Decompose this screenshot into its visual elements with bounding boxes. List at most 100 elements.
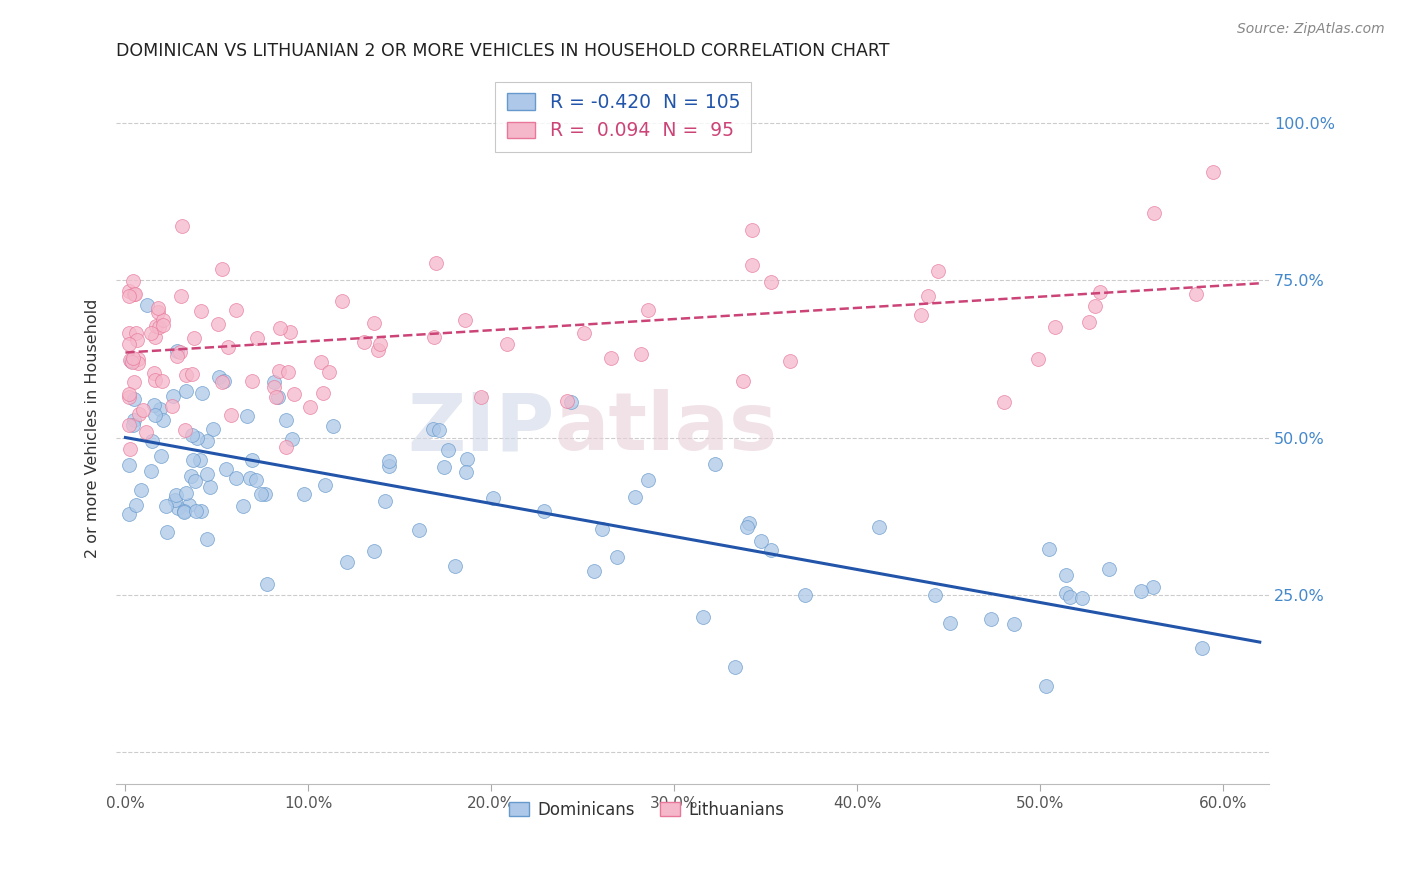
- Point: [128, 407, 150, 421]
- Point: [599, 351, 621, 365]
- Point: [200, 480, 222, 494]
- Point: [927, 264, 949, 278]
- Point: [183, 474, 205, 488]
- Point: [145, 318, 167, 333]
- Point: [148, 320, 170, 334]
- Point: [160, 399, 183, 413]
- Point: [162, 389, 184, 403]
- Point: [309, 355, 332, 369]
- Point: [741, 258, 763, 272]
- Point: [378, 459, 401, 474]
- Point: [377, 454, 399, 468]
- Point: [1045, 319, 1067, 334]
- Point: [190, 386, 212, 401]
- Point: [172, 219, 194, 233]
- Point: [269, 320, 291, 334]
- Point: [263, 376, 285, 390]
- Point: [165, 488, 187, 502]
- Point: [183, 331, 205, 345]
- Point: [177, 498, 200, 512]
- Point: [121, 274, 143, 288]
- Point: [1059, 590, 1081, 604]
- Point: [150, 374, 173, 388]
- Point: [181, 453, 204, 467]
- Point: [572, 326, 595, 341]
- Point: [211, 261, 233, 276]
- Point: [591, 522, 613, 536]
- Point: [318, 365, 340, 379]
- Point: [127, 351, 149, 366]
- Point: [1054, 568, 1077, 582]
- Point: [174, 384, 197, 399]
- Point: [292, 486, 315, 500]
- Point: [741, 222, 763, 236]
- Point: [122, 351, 145, 365]
- Point: [276, 440, 298, 454]
- Point: [208, 370, 231, 384]
- Point: [253, 487, 276, 501]
- Point: [278, 325, 301, 339]
- Text: Source: ZipAtlas.com: Source: ZipAtlas.com: [1237, 22, 1385, 37]
- Point: [190, 504, 212, 518]
- Point: [195, 467, 218, 482]
- Point: [184, 504, 207, 518]
- Point: [267, 390, 290, 404]
- Point: [136, 298, 159, 312]
- Point: [1077, 315, 1099, 329]
- Point: [314, 477, 336, 491]
- Point: [560, 395, 582, 409]
- Point: [143, 366, 166, 380]
- Point: [143, 408, 166, 422]
- Point: [1054, 586, 1077, 600]
- Point: [1026, 351, 1049, 366]
- Point: [353, 335, 375, 350]
- Point: [454, 465, 477, 479]
- Point: [152, 413, 174, 427]
- Point: [1035, 679, 1057, 693]
- Point: [240, 375, 263, 389]
- Point: [606, 549, 628, 564]
- Point: [555, 393, 578, 408]
- Point: [146, 301, 169, 316]
- Point: [143, 373, 166, 387]
- Point: [1130, 583, 1153, 598]
- Point: [256, 576, 278, 591]
- Point: [152, 313, 174, 327]
- Y-axis label: 2 or more Vehicles in Household: 2 or more Vehicles in Household: [86, 299, 100, 558]
- Point: [993, 395, 1015, 409]
- Point: [155, 499, 177, 513]
- Point: [122, 375, 145, 389]
- Point: [240, 453, 263, 467]
- Point: [408, 523, 430, 537]
- Point: [283, 386, 305, 401]
- Point: [312, 386, 335, 401]
- Point: [122, 417, 145, 432]
- Point: [868, 520, 890, 534]
- Point: [759, 543, 782, 558]
- Point: [274, 413, 297, 427]
- Point: [225, 302, 247, 317]
- Point: [1002, 617, 1025, 632]
- Point: [1038, 541, 1060, 556]
- Point: [173, 504, 195, 518]
- Point: [735, 520, 758, 534]
- Point: [1090, 285, 1112, 299]
- Point: [759, 275, 782, 289]
- Point: [277, 366, 299, 380]
- Point: [321, 419, 343, 434]
- Point: [299, 400, 322, 414]
- Point: [118, 352, 141, 367]
- Point: [141, 434, 163, 448]
- Point: [149, 401, 172, 416]
- Point: [180, 427, 202, 442]
- Point: [180, 468, 202, 483]
- Point: [427, 423, 450, 437]
- Point: [167, 501, 190, 516]
- Point: [201, 422, 224, 436]
- Point: [166, 349, 188, 363]
- Point: [239, 471, 262, 485]
- Point: [779, 354, 801, 368]
- Point: [924, 588, 946, 602]
- Point: [149, 449, 172, 463]
- Point: [470, 390, 492, 404]
